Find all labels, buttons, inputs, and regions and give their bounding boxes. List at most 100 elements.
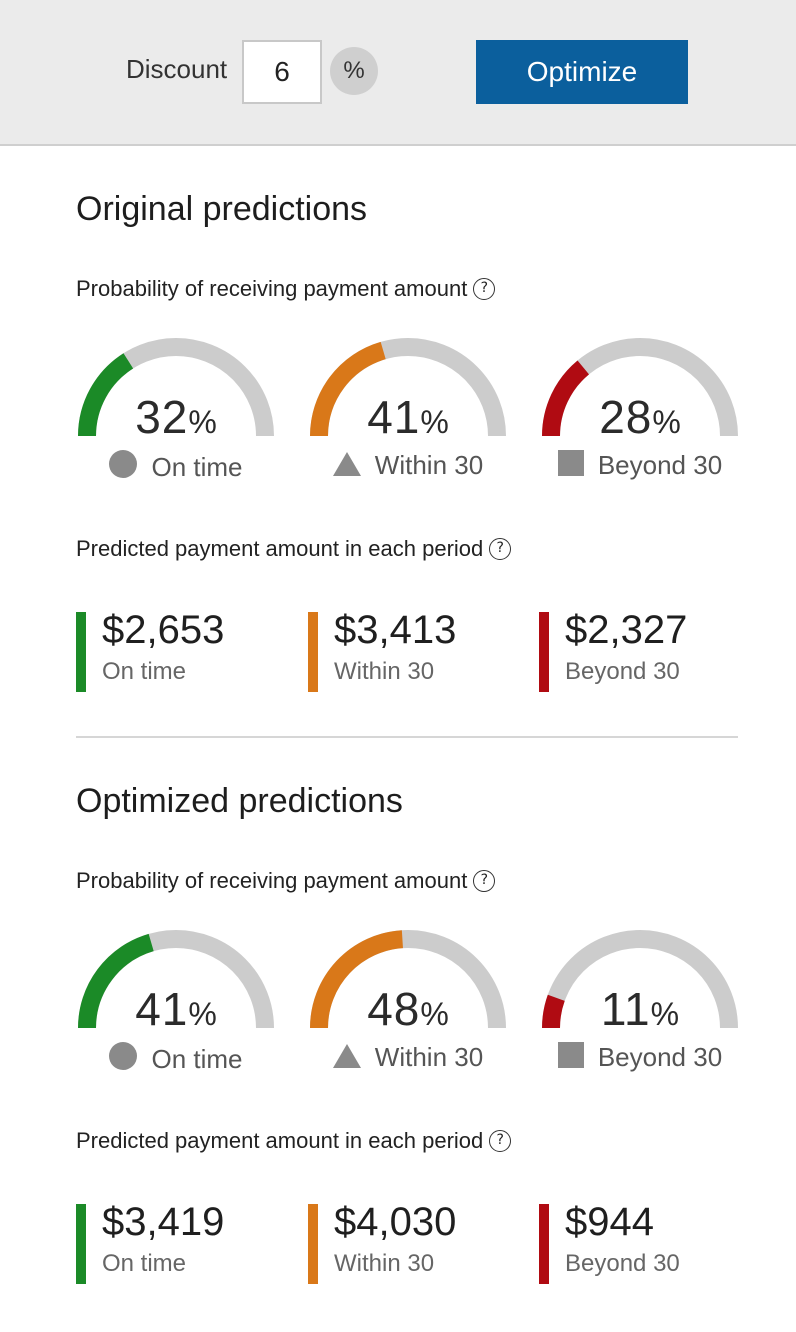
amount-color-bar (76, 1204, 86, 1284)
gauge-number: 48 (367, 983, 421, 1035)
probability-heading-text: Probability of receiving payment amount (76, 276, 468, 301)
gauge-unit: % (188, 404, 217, 440)
gauge-label: Within 30 (374, 450, 484, 480)
help-icon[interactable]: ? (473, 870, 496, 892)
gauge-unit: % (420, 404, 449, 440)
help-icon[interactable]: ? (473, 278, 496, 300)
amount-value: $944 (565, 1200, 654, 1244)
amount-label: Beyond 30 (565, 1250, 680, 1277)
gauge-label: Within 30 (374, 1042, 484, 1072)
gauge-unit: % (652, 404, 681, 440)
gauge-fill (542, 360, 590, 436)
triangle-icon (332, 1044, 361, 1068)
gauge-label: Beyond 30 (597, 1042, 723, 1072)
amount-beyond-30: $944 Beyond 30 (539, 1200, 739, 1284)
gauge-legend: Within 30 (308, 1042, 508, 1073)
amount-heading: Predicted payment amount in each period? (76, 536, 512, 562)
gauge-arc (78, 338, 274, 436)
gauge-number: 41 (367, 391, 421, 443)
section-title: Optimized predictions (76, 782, 403, 820)
amount-color-bar (539, 612, 549, 692)
amount-color-bar (308, 612, 318, 692)
amount-color-bar (308, 1204, 318, 1284)
gauge-on-time: 41% On time (76, 928, 276, 1088)
gauge-within-30: 41% Within 30 (308, 336, 508, 496)
percent-icon: % (330, 47, 378, 95)
gauge-number: 41 (135, 983, 189, 1035)
gauge-fill (542, 994, 565, 1028)
amount-on-time: $3,419 On time (76, 1200, 276, 1284)
gauge-unit: % (420, 996, 449, 1032)
probability-heading: Probability of receiving payment amount? (76, 276, 496, 302)
amount-heading: Predicted payment amount in each period? (76, 1128, 512, 1154)
gauge-label: On time (151, 1044, 243, 1074)
gauge-legend: On time (76, 450, 276, 483)
gauge-value: 28% (540, 390, 740, 444)
gauge-label: Beyond 30 (597, 450, 723, 480)
amount-label: Within 30 (334, 1250, 435, 1277)
gauge-legend: Beyond 30 (540, 450, 740, 481)
amount-on-time: $2,653 On time (76, 608, 276, 692)
discount-input[interactable] (242, 40, 322, 104)
probability-heading-text: Probability of receiving payment amount (76, 868, 468, 893)
amount-heading-text: Predicted payment amount in each period (76, 536, 484, 561)
gauge-number: 11 (600, 983, 651, 1035)
square-icon (557, 450, 584, 476)
gauge-legend: Within 30 (308, 450, 508, 481)
gauge-value: 32% (76, 390, 276, 444)
help-icon[interactable]: ? (489, 1130, 512, 1152)
discount-label: Discount (126, 54, 228, 84)
gauge-arc (310, 338, 506, 436)
amount-value: $2,327 (565, 608, 688, 652)
gauge-value: 48% (308, 982, 508, 1036)
gauge-value: 11% (540, 982, 740, 1036)
gauge-fill (310, 930, 404, 1028)
help-icon[interactable]: ? (489, 538, 512, 560)
gauge-arc (78, 930, 274, 1028)
gauge-arc (542, 338, 738, 436)
gauge-arc (542, 930, 738, 1028)
amount-within-30: $4,030 Within 30 (308, 1200, 508, 1284)
probability-heading: Probability of receiving payment amount? (76, 868, 496, 894)
gauge-value: 41% (308, 390, 508, 444)
circle-icon (109, 1042, 138, 1070)
gauge-unit: % (650, 996, 680, 1032)
gauge-number: 28 (599, 391, 653, 443)
gauge-on-time: 32% On time (76, 336, 276, 496)
gauge-number: 32 (135, 391, 189, 443)
amount-label: On time (102, 1250, 187, 1277)
amount-label: Within 30 (334, 658, 435, 685)
original-predictions-section: Original predictions Probability of rece… (0, 146, 796, 706)
square-icon (557, 1042, 584, 1068)
optimize-button[interactable]: Optimize (476, 40, 688, 104)
circle-icon (109, 450, 138, 478)
gauge-fill (310, 341, 386, 436)
amount-value: $2,653 (102, 608, 225, 652)
gauge-arc (310, 930, 506, 1028)
optimized-predictions-section: Optimized predictions Probability of rec… (0, 738, 796, 1298)
gauge-label: On time (151, 452, 243, 482)
section-title: Original predictions (76, 190, 368, 228)
amount-within-30: $3,413 Within 30 (308, 608, 508, 692)
gauge-within-30: 48% Within 30 (308, 928, 508, 1088)
gauge-unit: % (188, 996, 217, 1032)
gauge-beyond-30: 28% Beyond 30 (540, 336, 740, 496)
section-divider (76, 736, 738, 738)
gauge-beyond-30: 11% Beyond 30 (540, 928, 740, 1088)
amount-value: $3,419 (102, 1200, 225, 1244)
gauge-legend: Beyond 30 (540, 1042, 740, 1073)
triangle-icon (332, 452, 361, 476)
amount-color-bar (76, 612, 86, 692)
gauge-track (542, 930, 738, 1028)
gauge-value: 41% (76, 982, 276, 1036)
gauge-fill (78, 353, 134, 436)
amount-label: Beyond 30 (565, 658, 680, 685)
amount-value: $3,413 (334, 608, 457, 652)
gauge-fill (78, 933, 154, 1028)
amount-beyond-30: $2,327 Beyond 30 (539, 608, 739, 692)
amount-heading-text: Predicted payment amount in each period (76, 1128, 484, 1153)
amount-value: $4,030 (334, 1200, 457, 1244)
gauge-legend: On time (76, 1042, 276, 1075)
discount-toolbar: Discount % Optimize (0, 0, 796, 146)
amount-color-bar (539, 1204, 549, 1284)
